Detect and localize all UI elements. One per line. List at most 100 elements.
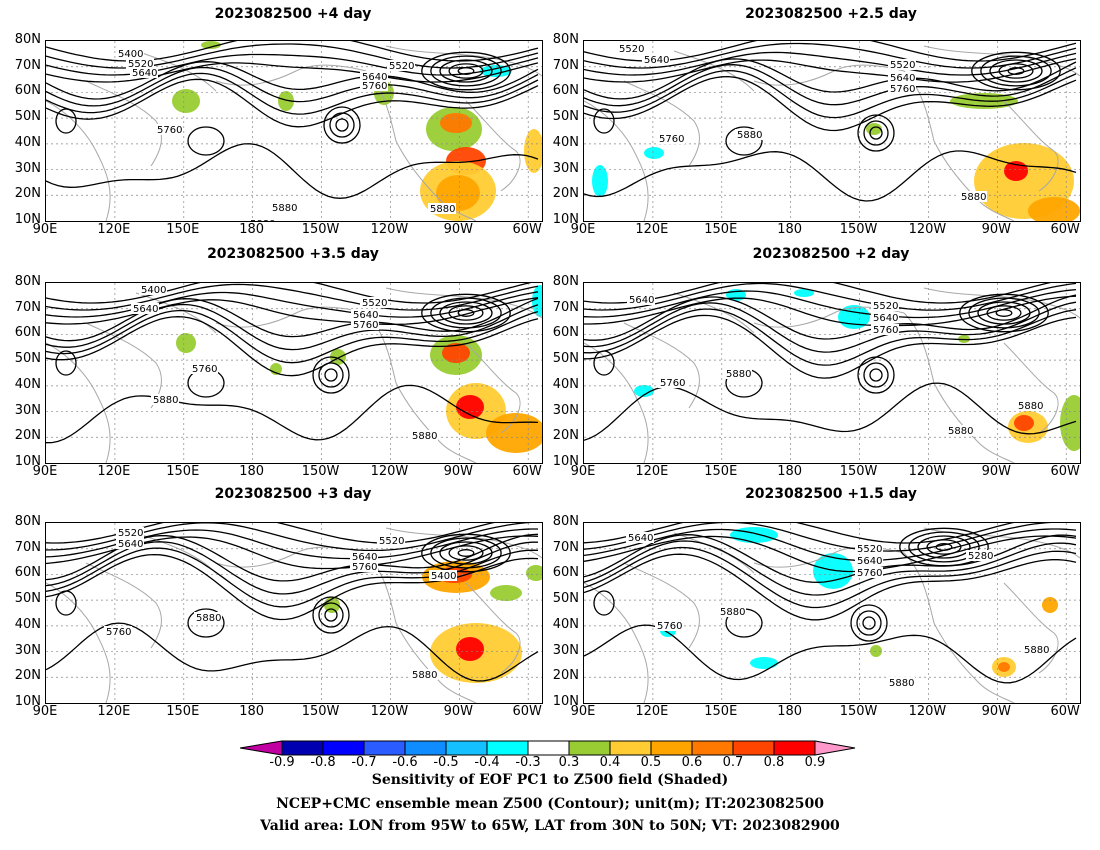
contour-label: 5760: [192, 364, 217, 375]
lon-label: 180: [777, 704, 803, 719]
colorbar-segment: [322, 740, 365, 756]
lat-label: 10N: [552, 212, 579, 227]
lon-label: 150E: [166, 464, 200, 479]
shaded-region: [750, 657, 778, 669]
shaded-region: [201, 41, 221, 49]
contour-label: 5880: [1024, 645, 1049, 656]
lat-label: 60N: [14, 565, 41, 581]
contour-label: 5760: [659, 134, 684, 145]
contour-label: 5880: [889, 678, 914, 689]
lon-label: 120W: [370, 222, 409, 237]
colorbar-segment: [773, 740, 816, 756]
lat-label: 70N: [552, 299, 579, 315]
lon-label: 90E: [32, 222, 58, 237]
lon-label: 120W: [908, 464, 947, 479]
lat-label: 80N: [14, 32, 41, 47]
lon-label: 150E: [704, 222, 738, 237]
shaded-region: [278, 91, 294, 111]
colorbar-segment: [732, 740, 775, 756]
lon-label: 90W: [981, 222, 1012, 237]
colorbar-tick-label: 0.5: [640, 755, 662, 770]
lat-label: 20N: [552, 668, 579, 684]
contour-label: 5880: [196, 613, 221, 624]
lat-label: 70N: [552, 57, 579, 73]
lon-label: 150E: [704, 704, 738, 719]
caption-line-1: Sensitivity of EOF PC1 to Z500 field (Sh…: [371, 772, 729, 788]
contour-label: 5640: [352, 552, 377, 563]
lon-label: 60W: [512, 222, 542, 237]
lat-label: 20N: [552, 186, 579, 202]
lat-label: 80N: [552, 274, 579, 289]
shaded-region: [1028, 197, 1080, 221]
panel-title: 2023082500 +4 day: [214, 6, 372, 22]
contour-label: 5640: [629, 295, 654, 306]
colorbar-segment: [363, 740, 406, 756]
contour-label: 5520: [118, 528, 143, 539]
lat-label: 30N: [552, 160, 579, 176]
lat-label: 60N: [552, 83, 579, 99]
panel-title: 2023082500 +3 day: [214, 486, 372, 502]
colorbar-tick-label: -0.3: [515, 755, 541, 770]
contour-label: 5880: [412, 431, 437, 442]
contour-label: 5880: [737, 130, 762, 141]
lat-label: 30N: [552, 402, 579, 418]
colorbar-segment: [486, 740, 529, 756]
colorbar-tick-label: 0.9: [804, 755, 826, 770]
lon-label: 90W: [981, 464, 1012, 479]
lat-label: 40N: [14, 134, 41, 150]
shaded-region: [436, 175, 480, 211]
contour-label: 5520: [857, 544, 882, 555]
colorbar-tick-label: 0.8: [763, 755, 785, 770]
shaded-region: [592, 165, 608, 197]
colorbar-segment: [650, 740, 693, 756]
contour-label: 5520: [619, 44, 644, 55]
lat-label: 20N: [14, 668, 41, 684]
lat-label: 60N: [14, 325, 41, 341]
shaded-region: [524, 129, 542, 173]
lon-label: 150E: [166, 222, 200, 237]
shaded-region: [870, 645, 882, 657]
shaded-region: [644, 147, 664, 159]
lat-label: 60N: [552, 325, 579, 341]
lon-label: 60W: [512, 464, 542, 479]
lon-label: 120W: [370, 704, 409, 719]
lat-label: 70N: [552, 539, 579, 555]
contour-label: 5640: [132, 68, 157, 79]
lat-label: 40N: [552, 616, 579, 632]
lon-label: 150W: [301, 464, 340, 479]
contour-label: 5760: [362, 81, 387, 92]
lon-label: 120E: [635, 704, 669, 719]
contour-label: 5880: [726, 369, 751, 380]
contour-label: 5640: [628, 533, 653, 544]
lon-label: 150E: [704, 464, 738, 479]
shaded-region: [794, 289, 814, 297]
lon-label: 120E: [635, 222, 669, 237]
contour-label: 5880: [1018, 401, 1043, 412]
contour-label: 5520: [873, 301, 898, 312]
shaded-region: [456, 637, 484, 661]
lat-label: 30N: [552, 642, 579, 658]
shaded-region: [490, 585, 522, 601]
contour-label: 5520: [389, 61, 414, 72]
shaded-region: [526, 565, 542, 581]
lat-label: 20N: [14, 186, 41, 202]
lon-label: 120E: [97, 704, 131, 719]
lon-label: 150W: [301, 704, 340, 719]
contour-label: 5640: [873, 313, 898, 324]
shaded-region: [440, 113, 472, 133]
contour-label: 5400: [141, 285, 166, 296]
lon-label: 90E: [32, 464, 58, 479]
contour-label: 5760: [353, 320, 378, 331]
shaded-region: [998, 662, 1010, 672]
contour-label: 5640: [353, 310, 378, 321]
contour-label: 5760: [157, 125, 182, 136]
lat-label: 10N: [14, 212, 41, 227]
lon-label: 150W: [301, 222, 340, 237]
contour-label: 5640: [362, 72, 387, 83]
contour-label: 5760: [352, 562, 377, 573]
contour-label: 5520: [128, 59, 153, 70]
lon-label: 90W: [443, 222, 474, 237]
lat-label: 50N: [14, 591, 41, 607]
